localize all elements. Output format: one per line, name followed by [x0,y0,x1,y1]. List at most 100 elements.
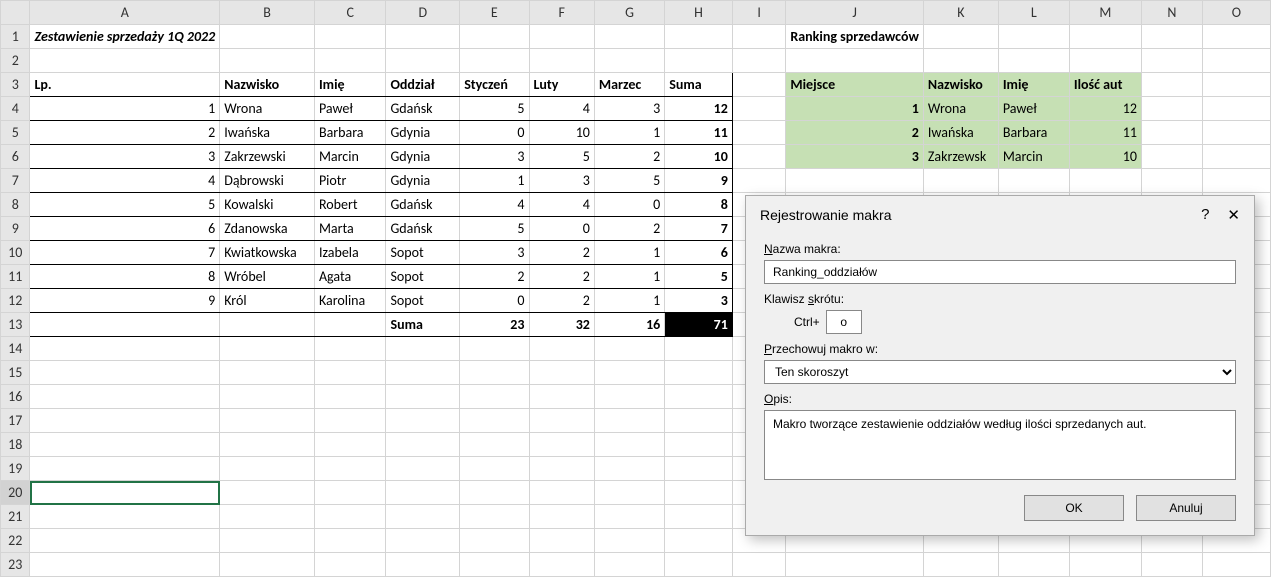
cell-C12[interactable]: Karolina [314,289,386,313]
cell-H18[interactable] [665,433,733,457]
col-header-D[interactable]: D [386,1,460,25]
cell-C14[interactable] [314,337,386,361]
cell-B23[interactable] [220,553,315,577]
cell-E22[interactable] [460,529,529,553]
row-header-19[interactable]: 19 [1,457,30,481]
cell-L5[interactable]: Barbara [998,121,1069,145]
cell-B16[interactable] [220,385,315,409]
cell-F11[interactable]: 2 [529,265,594,289]
cell-C5[interactable]: Barbara [314,121,386,145]
cell-B11[interactable]: Wróbel [220,265,315,289]
cell-G22[interactable] [594,529,664,553]
cell-N23[interactable] [1142,553,1203,577]
cell-E19[interactable] [460,457,529,481]
cell-J1[interactable]: Ranking sprzedawców [786,25,924,49]
cell-G8[interactable]: 0 [594,193,664,217]
cell-A7[interactable]: 4 [30,169,220,193]
row-header-13[interactable]: 13 [1,313,30,337]
cell-H3[interactable]: Suma [665,73,733,97]
cell-G1[interactable] [594,25,664,49]
cell-A9[interactable]: 6 [30,217,220,241]
cell-E4[interactable]: 5 [460,97,529,121]
cell-N4[interactable] [1142,97,1203,121]
cell-E5[interactable]: 0 [460,121,529,145]
cell-J5[interactable]: 2 [786,121,924,145]
cell-O6[interactable] [1202,145,1270,169]
cell-G2[interactable] [594,49,664,73]
cell-G5[interactable]: 1 [594,121,664,145]
cell-C2[interactable] [314,49,386,73]
cell-I6[interactable] [732,145,786,169]
cell-F14[interactable] [529,337,594,361]
cancel-button[interactable]: Anuluj [1136,495,1236,521]
cell-F7[interactable]: 3 [529,169,594,193]
cell-F6[interactable]: 5 [529,145,594,169]
col-header-F[interactable]: F [529,1,594,25]
cell-B1[interactable] [220,25,315,49]
cell-E7[interactable]: 1 [460,169,529,193]
cell-B10[interactable]: Kwiatkowska [220,241,315,265]
cell-B13[interactable] [220,313,315,337]
cell-O23[interactable] [1202,553,1270,577]
cell-G21[interactable] [594,505,664,529]
cell-A2[interactable] [30,49,220,73]
cell-H19[interactable] [665,457,733,481]
cell-I3[interactable] [732,73,786,97]
cell-D12[interactable]: Sopot [386,289,460,313]
cell-E9[interactable]: 5 [460,217,529,241]
cell-J2[interactable] [786,49,924,73]
cell-D15[interactable] [386,361,460,385]
cell-E23[interactable] [460,553,529,577]
cell-N1[interactable] [1142,25,1203,49]
cell-H20[interactable] [665,481,733,505]
cell-D19[interactable] [386,457,460,481]
cell-A15[interactable] [30,361,220,385]
cell-A13[interactable] [30,313,220,337]
cell-J23[interactable] [786,553,924,577]
cell-B20[interactable] [220,481,315,505]
cell-B22[interactable] [220,529,315,553]
cell-F19[interactable] [529,457,594,481]
cell-A17[interactable] [30,409,220,433]
cell-H16[interactable] [665,385,733,409]
cell-H2[interactable] [665,49,733,73]
cell-I7[interactable] [732,169,786,193]
cell-L23[interactable] [998,553,1069,577]
cell-G15[interactable] [594,361,664,385]
cell-H22[interactable] [665,529,733,553]
cell-L1[interactable] [998,25,1069,49]
cell-C13[interactable] [314,313,386,337]
cell-A23[interactable] [30,553,220,577]
cell-D22[interactable] [386,529,460,553]
cell-B4[interactable]: Wrona [220,97,315,121]
cell-H13[interactable]: 71 [665,313,733,337]
cell-C3[interactable]: Imię [314,73,386,97]
cell-E12[interactable]: 0 [460,289,529,313]
cell-E3[interactable]: Styczeń [460,73,529,97]
cell-B15[interactable] [220,361,315,385]
cell-D21[interactable] [386,505,460,529]
cell-D6[interactable]: Gdynia [386,145,460,169]
row-header-7[interactable]: 7 [1,169,30,193]
cell-A14[interactable] [30,337,220,361]
cell-N2[interactable] [1142,49,1203,73]
cell-C10[interactable]: Izabela [314,241,386,265]
cell-F1[interactable] [529,25,594,49]
row-header-11[interactable]: 11 [1,265,30,289]
cell-A20[interactable] [30,481,220,505]
cell-D20[interactable] [386,481,460,505]
cell-H4[interactable]: 12 [665,97,733,121]
cell-B5[interactable]: Iwańska [220,121,315,145]
cell-A11[interactable]: 8 [30,265,220,289]
cell-B9[interactable]: Zdanowska [220,217,315,241]
cell-D8[interactable]: Gdańsk [386,193,460,217]
cell-F3[interactable]: Luty [529,73,594,97]
cell-M2[interactable] [1069,49,1141,73]
cell-K7[interactable] [923,169,998,193]
col-header-G[interactable]: G [594,1,664,25]
cell-H5[interactable]: 11 [665,121,733,145]
cell-H15[interactable] [665,361,733,385]
col-header-O[interactable]: O [1202,1,1270,25]
cell-D3[interactable]: Oddział [386,73,460,97]
cell-E21[interactable] [460,505,529,529]
